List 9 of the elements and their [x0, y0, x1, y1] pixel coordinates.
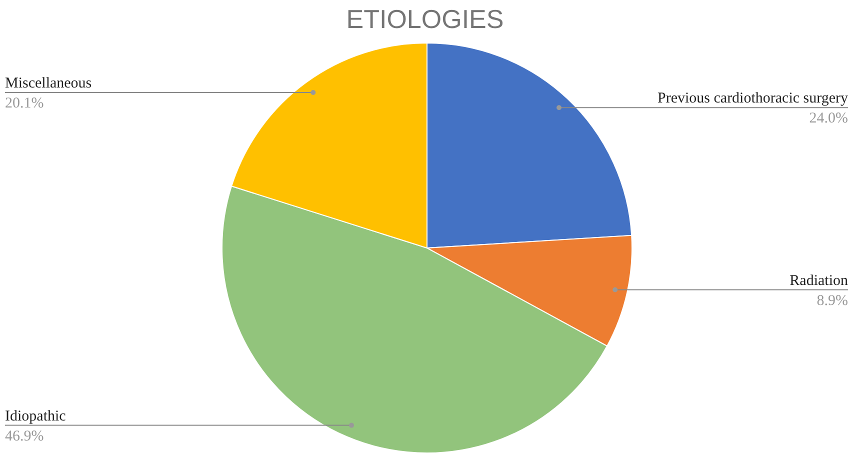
- data-label: 20.1%: [5, 96, 44, 112]
- data-label: 46.9%: [5, 428, 44, 444]
- slice-label: Idiopathic: [5, 408, 66, 424]
- slice-label: Previous cardiothoracic surgery: [658, 90, 848, 107]
- slice-label: Radiation: [790, 272, 848, 289]
- chart-title: ETIOLOGIES: [346, 4, 504, 34]
- slice-label: Miscellaneous: [5, 76, 92, 92]
- data-label: 24.0%: [809, 110, 848, 127]
- data-label: 8.9%: [816, 292, 848, 309]
